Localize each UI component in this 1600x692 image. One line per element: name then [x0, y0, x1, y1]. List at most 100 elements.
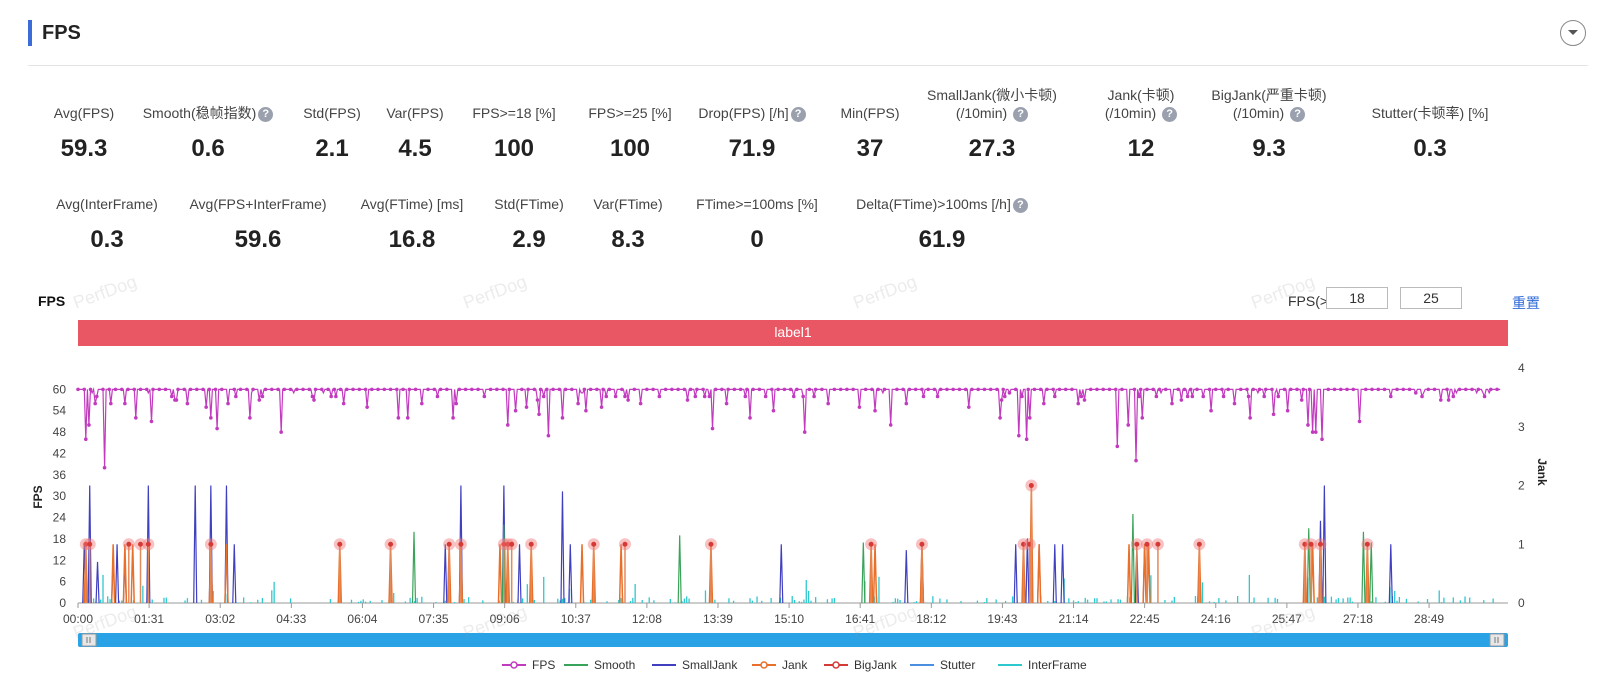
fps-point [163, 387, 168, 392]
fps-point [1351, 387, 1356, 392]
fps-point [782, 387, 787, 392]
fps-point [1470, 387, 1474, 392]
help-icon[interactable]: ? [1013, 106, 1029, 122]
fps-point [320, 387, 324, 392]
fps-point [1209, 408, 1213, 413]
fps-point [976, 387, 980, 392]
threshold-input-1[interactable] [1326, 287, 1388, 309]
fps-point [807, 387, 812, 392]
zoom-slider-handle-right[interactable] [1489, 633, 1505, 647]
fps-point [1271, 412, 1276, 417]
x-tick-label: 00:00 [63, 612, 93, 626]
jank-spike [618, 544, 624, 604]
fps-point [395, 387, 399, 392]
zoom-slider-handle-left[interactable] [81, 633, 97, 647]
fps-point [251, 387, 255, 392]
legend-label-jank: Jank [782, 658, 808, 672]
fps-point [370, 387, 374, 392]
fps-point [507, 387, 512, 392]
fps-point [151, 387, 155, 392]
stat-label: Var(FPS) [386, 105, 444, 121]
stat-r1-1: Smooth(稳帧指数)? 0.6 [118, 104, 298, 164]
fps-point [595, 387, 599, 392]
fps-point [1420, 394, 1424, 399]
bigjank-point [868, 541, 874, 547]
fps-point [1182, 387, 1187, 392]
fps-point [1357, 419, 1362, 424]
help-icon[interactable]: ? [258, 106, 274, 122]
fps-point [76, 387, 80, 392]
fps-point [1489, 387, 1493, 392]
bigjank-point [1317, 541, 1323, 547]
bigjank-point [509, 541, 515, 547]
fps-point [1188, 387, 1193, 392]
fps-point [1326, 387, 1331, 392]
smalljank-spike [568, 544, 573, 604]
fps-point [101, 387, 105, 392]
bigjank-point [528, 541, 534, 547]
fps-point [701, 387, 705, 392]
fps-point [123, 401, 127, 406]
panel-title-text: FPS [42, 22, 81, 44]
fps-point [935, 394, 940, 399]
fps-point [724, 401, 729, 406]
bigjank-point [1196, 541, 1202, 547]
fps-point [169, 394, 174, 399]
x-tick-label: 10:37 [561, 612, 591, 626]
reset-link[interactable]: 重置 [1512, 295, 1540, 311]
fps-point [995, 387, 999, 392]
fps-point [682, 387, 687, 392]
smooth-spike [1130, 513, 1136, 604]
jank-spike [872, 544, 878, 604]
fps-point [685, 398, 690, 402]
stat-value: 2.9 [512, 226, 546, 253]
stat-r2-5: FTime>=100ms [%] 0 [667, 195, 847, 255]
stat-value: 100 [609, 135, 651, 162]
stat-label: Avg(FPS) [53, 105, 115, 121]
jank-spike [110, 544, 116, 604]
fps-point [505, 423, 510, 427]
stat-label: Avg(InterFrame) [56, 196, 158, 212]
bigjank-point [83, 541, 89, 547]
fps-point [334, 394, 338, 399]
stat-value: 9.3 [1252, 135, 1286, 162]
fps-point [999, 398, 1004, 402]
threshold-input-2[interactable] [1400, 287, 1462, 309]
legend-label-interframe: InterFrame [1028, 658, 1087, 672]
fps-point [988, 387, 993, 392]
fps-point [1332, 387, 1337, 392]
fps-point [576, 401, 580, 406]
y-tick-label: 30 [53, 489, 67, 503]
stat-value: 0.6 [191, 135, 225, 162]
fps-point [551, 387, 555, 392]
x-tick-label: 03:02 [205, 612, 235, 626]
help-icon[interactable]: ? [1290, 106, 1306, 122]
x-tick-label: 16:41 [845, 612, 875, 626]
help-icon[interactable]: ? [1012, 197, 1028, 213]
help-icon[interactable]: ? [790, 106, 806, 122]
x-tick-label: 21:14 [1059, 612, 1089, 626]
fps-point [1051, 387, 1056, 392]
jank-spike [224, 544, 229, 604]
fps-point [102, 465, 107, 470]
fps-point [226, 401, 230, 406]
fps-point [820, 387, 824, 392]
fps-point [215, 426, 219, 431]
zoom-slider-track[interactable] [78, 633, 1508, 647]
fps-point [1207, 387, 1212, 392]
fps-point [620, 387, 624, 392]
fps-point [1395, 387, 1399, 392]
label-bar[interactable] [78, 320, 1508, 346]
smalljank-spike [232, 544, 237, 604]
y2-tick-label: 3 [1518, 420, 1525, 434]
fps-point [357, 387, 362, 392]
fps-point [310, 394, 315, 399]
panel-title: FPS [28, 20, 81, 46]
fps-point [134, 416, 138, 420]
bigjank-point [1302, 541, 1308, 547]
stat-value: 71.9 [728, 135, 776, 162]
help-icon[interactable]: ? [1162, 106, 1178, 122]
collapse-button[interactable] [1560, 20, 1586, 46]
fps-point [957, 387, 962, 392]
